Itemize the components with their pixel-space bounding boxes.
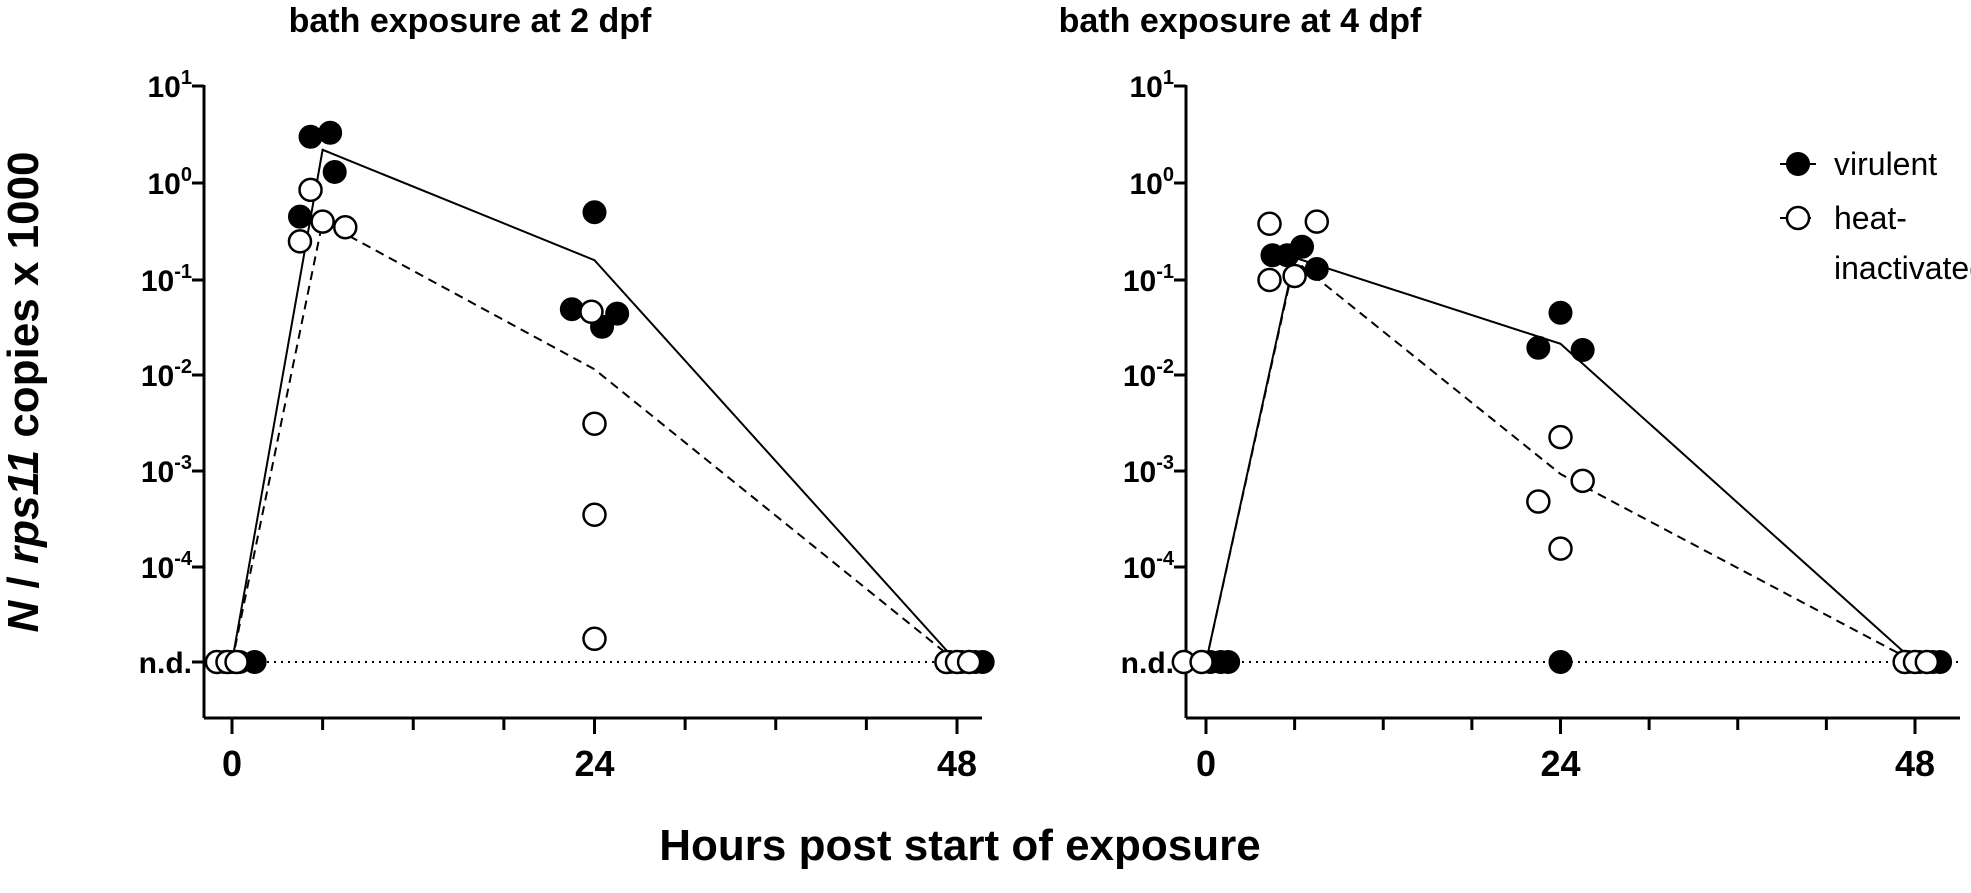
point-heat-inactivated [287, 229, 313, 254]
point-heat-inactivated [1914, 649, 1940, 675]
y-tick-label: 101 [148, 67, 193, 104]
y-tick-label-nd: n.d. [139, 647, 192, 680]
point-heat-inactivated [1282, 263, 1307, 289]
point-virulent [318, 120, 343, 145]
legend-marker-virulent [1786, 152, 1810, 176]
x-tick-label: 0 [222, 743, 242, 784]
point-heat-inactivated [310, 209, 335, 234]
x-tick-label: 0 [1196, 743, 1216, 784]
point-virulent [298, 124, 323, 149]
point-heat-inactivated [1548, 536, 1573, 561]
x-axis-label: Hours post start of exposure [659, 821, 1260, 870]
y-tick-label: 100 [148, 164, 193, 201]
y-tick-label: 10-4 [141, 548, 193, 585]
legend-marker-heat-inactivated [1785, 205, 1811, 231]
legend-label-heat-line2: inactivated [1834, 250, 1971, 286]
point-virulent [582, 200, 607, 225]
x-tick-label: 48 [937, 743, 977, 784]
point-heat-inactivated [582, 411, 607, 436]
point-heat-inactivated [956, 649, 982, 675]
point-heat-inactivated [582, 626, 607, 652]
y-tick-label: 10-3 [141, 452, 192, 489]
mean-line-virulent [231, 148, 958, 663]
y-tick-label-nd: n.d. [1121, 647, 1174, 680]
point-virulent [1548, 650, 1573, 674]
point-heat-inactivated [1526, 489, 1551, 514]
point-virulent [1216, 650, 1241, 674]
point-heat-inactivated [333, 214, 358, 240]
x-tick-label: 48 [1895, 743, 1935, 784]
point-heat-inactivated [582, 502, 607, 528]
y-tick-label: 10-4 [1123, 548, 1175, 585]
data-points [204, 120, 995, 675]
mean-line-heat-inactivated [1205, 258, 1916, 663]
x-tick-label: 24 [574, 743, 614, 784]
y-tick-label: 10-3 [1123, 452, 1174, 489]
chart-panel-2dpf: bath exposure at 2 dpf 101 100 10-1 10-2 10-… [139, 2, 995, 784]
mean-line-heat-inactivated [231, 220, 958, 663]
point-heat-inactivated [1257, 211, 1282, 237]
y-tick-label: 10-2 [141, 356, 192, 393]
point-heat-inactivated [1304, 209, 1330, 234]
y-tick-label: 10-1 [1123, 261, 1174, 298]
mean-lines [1205, 256, 1916, 663]
y-tick-label: 10-1 [141, 261, 192, 298]
point-virulent [1570, 337, 1595, 362]
point-heat-inactivated [1189, 649, 1214, 675]
chart-panel-4dpf: bath exposure at 4 dpf 101 100 10-1 10-2 10-… [1059, 2, 1960, 784]
y-tick-label: 101 [1130, 67, 1175, 104]
chart-title: bath exposure at 4 dpf [1059, 2, 1422, 40]
point-virulent [1548, 300, 1573, 325]
point-heat-inactivated [224, 649, 249, 675]
mean-line-virulent [1205, 256, 1916, 663]
point-heat-inactivated [1548, 424, 1573, 450]
data-points [1171, 209, 1953, 675]
legend: virulent heat- inactivated [1780, 146, 1971, 286]
point-virulent [1304, 256, 1329, 281]
chart-title: bath exposure at 2 dpf [289, 2, 652, 40]
point-virulent [605, 301, 630, 326]
y-tick-label: 10-2 [1123, 356, 1174, 393]
axes: 101 100 10-1 10-2 10-3 10-4 n.d. 0 24 48 [1121, 67, 1960, 784]
point-virulent [322, 159, 347, 184]
point-heat-inactivated [298, 177, 323, 203]
x-tick-label: 24 [1540, 743, 1580, 784]
legend-label-heat-line1: heat- [1834, 200, 1907, 236]
point-heat-inactivated [579, 299, 604, 325]
point-virulent [1290, 234, 1315, 259]
mean-lines [231, 148, 958, 663]
point-heat-inactivated [1570, 468, 1595, 494]
y-axis-label: N / rps11 copies x 1000 [0, 151, 48, 632]
point-heat-inactivated [1257, 267, 1282, 293]
point-virulent [287, 204, 312, 229]
y-tick-label: 100 [1130, 164, 1175, 201]
legend-label-virulent: virulent [1834, 146, 1937, 182]
point-virulent [1526, 335, 1551, 360]
axes: 101 100 10-1 10-2 10-3 10-4 n.d. 0 24 48 [139, 67, 982, 784]
